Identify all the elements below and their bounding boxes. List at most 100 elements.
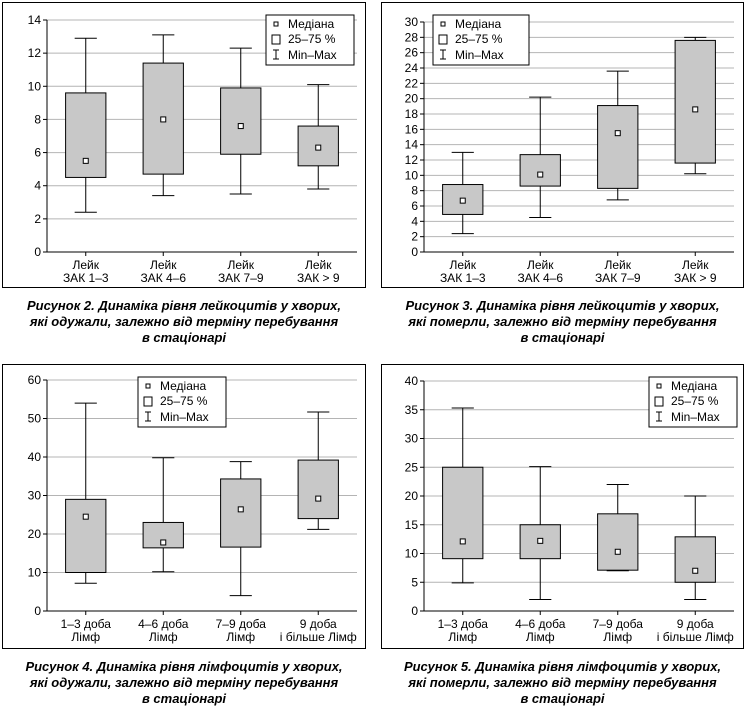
y-tick-label: 20 <box>405 489 419 503</box>
x-tick-label: і більше Лімф <box>657 630 734 644</box>
y-tick-label: 20 <box>28 527 42 541</box>
caption-1-line-2: які одужали, залежно від терміну перебув… <box>29 314 339 329</box>
caption-4-line-3: в стаціонарі <box>520 691 605 706</box>
caption-1-line-1: Рисунок 2. Динаміка рівня лейкоцитів у х… <box>27 298 341 313</box>
y-tick-label: 14 <box>405 138 419 152</box>
y-tick-label: 8 <box>34 112 41 126</box>
y-tick-label: 24 <box>405 61 419 75</box>
y-tick-label: 5 <box>411 575 418 589</box>
y-tick-label: 60 <box>28 373 42 387</box>
legend-iqr-symbol <box>271 34 281 45</box>
y-tick-label: 10 <box>405 168 419 182</box>
y-tick-label: 10 <box>405 547 419 561</box>
x-tick-label: і більше Лімф <box>280 630 357 644</box>
iqr-box <box>220 478 262 548</box>
y-tick-label: 2 <box>34 212 41 226</box>
x-tick-label: 4–6 доба <box>138 617 189 631</box>
iqr-box <box>65 92 107 178</box>
caption-4-line-2: які померли, залежно від терміну перебув… <box>408 675 717 690</box>
x-tick-label: Лімф <box>603 630 632 644</box>
caption-2-line-1: Рисунок 3. Динаміка рівня лейкоцитів у х… <box>405 298 720 313</box>
y-tick-label: 0 <box>411 604 418 618</box>
y-tick-label: 0 <box>411 245 418 259</box>
median-marker <box>315 495 322 502</box>
y-tick-label: 0 <box>34 604 41 618</box>
y-tick-label: 10 <box>28 566 42 580</box>
x-tick-label: ЗАК 1–3 <box>440 271 486 285</box>
x-tick-label: Лейк <box>682 258 709 272</box>
legend-median-label: Медіана <box>455 17 502 31</box>
median-marker <box>692 106 699 113</box>
legend-median-symbol <box>440 21 446 27</box>
caption-4-line-1: Рисунок 5. Динаміка рівня лімфоцитів у х… <box>403 659 722 674</box>
caption-3-line-1: Рисунок 4. Динаміка рівня лімфоцитів у х… <box>25 659 343 674</box>
x-tick-label: ЗАК 1–3 <box>63 271 109 285</box>
x-tick-label: ЗАК 4–6 <box>140 271 186 285</box>
x-tick-label: Лімф <box>226 630 255 644</box>
y-tick-label: 40 <box>405 374 419 388</box>
y-tick-label: 25 <box>405 460 419 474</box>
y-tick-label: 30 <box>405 432 419 446</box>
y-tick-label: 22 <box>405 76 419 90</box>
caption-3: Рисунок 4. Динаміка рівня лімфоцитів у х… <box>2 659 366 707</box>
legend-box <box>432 14 530 66</box>
median-marker <box>537 537 544 544</box>
y-tick-label: 12 <box>405 153 419 167</box>
median-marker <box>237 506 244 513</box>
iqr-box <box>597 105 639 189</box>
x-tick-label: Лейк <box>604 258 631 272</box>
y-tick-label: 4 <box>411 214 418 228</box>
iqr-box <box>597 513 639 571</box>
iqr-box <box>65 498 107 574</box>
median-marker <box>82 513 89 520</box>
y-tick-label: 30 <box>28 489 42 503</box>
panel-frame <box>2 2 366 288</box>
median-marker <box>237 123 244 130</box>
x-tick-label: Лейк <box>305 258 332 272</box>
caption-1-line-3: в стаціонарі <box>141 330 227 345</box>
median-marker <box>160 539 167 546</box>
x-tick-label: 4–6 доба <box>515 617 566 631</box>
legend-median-label: Медіана <box>671 379 718 393</box>
iqr-box <box>674 39 716 164</box>
caption-2-line-3: в стаціонарі <box>520 330 605 345</box>
legend-range-label: Min–Max <box>455 48 504 62</box>
median-marker <box>614 548 621 555</box>
caption-3-line-3: в стаціонарі <box>141 691 227 706</box>
caption-1: Рисунок 2. Динаміка рівня лейкоцитів у х… <box>2 298 366 346</box>
iqr-box <box>220 87 262 155</box>
x-tick-label: 7–9 доба <box>593 617 644 631</box>
legend-range-label: Min–Max <box>288 48 337 62</box>
legend-iqr-label: 25–75 % <box>455 32 503 46</box>
legend-iqr-symbol <box>654 396 664 407</box>
legend-box <box>648 376 738 428</box>
y-tick-label: 6 <box>34 146 41 160</box>
x-tick-label: 1–3 доба <box>61 617 112 631</box>
x-tick-label: Лімф <box>448 630 477 644</box>
y-tick-label: 20 <box>405 92 419 106</box>
panel-frame <box>381 364 744 649</box>
chart-panel-3: 0 10 20 30 40 50 60 1–3 доба Лімф 4–6 доба Лімф 7–9… <box>2 364 366 649</box>
legend-median-symbol <box>656 383 662 389</box>
caption-4: Рисунок 5. Динаміка рівня лімфоцитів у х… <box>381 659 744 707</box>
x-tick-label: ЗАК 7–9 <box>218 271 264 285</box>
x-tick-label: 7–9 доба <box>216 617 267 631</box>
iqr-box <box>442 466 484 560</box>
caption-3-line-2: які одужали, залежно від терміну перебув… <box>29 675 339 690</box>
chart-panel-4: 0 5 10 15 20 25 30 35 40 1–3 доба Лімф 4–6 доба Лімф… <box>381 364 744 649</box>
x-tick-label: Лейк <box>449 258 476 272</box>
x-tick-label: Лейк <box>227 258 254 272</box>
x-tick-label: Лейк <box>150 258 177 272</box>
legend-iqr-label: 25–75 % <box>288 32 336 46</box>
median-marker <box>459 197 466 204</box>
median-marker <box>692 567 699 574</box>
legend-iqr-symbol <box>438 34 448 45</box>
legend-iqr-label: 25–75 % <box>160 394 208 408</box>
y-tick-label: 26 <box>405 46 419 60</box>
legend-median-symbol <box>273 21 279 27</box>
caption-2: Рисунок 3. Динаміка рівня лейкоцитів у х… <box>381 298 744 346</box>
legend-range-label: Min–Max <box>671 410 720 424</box>
x-tick-label: 9 доба <box>677 617 714 631</box>
